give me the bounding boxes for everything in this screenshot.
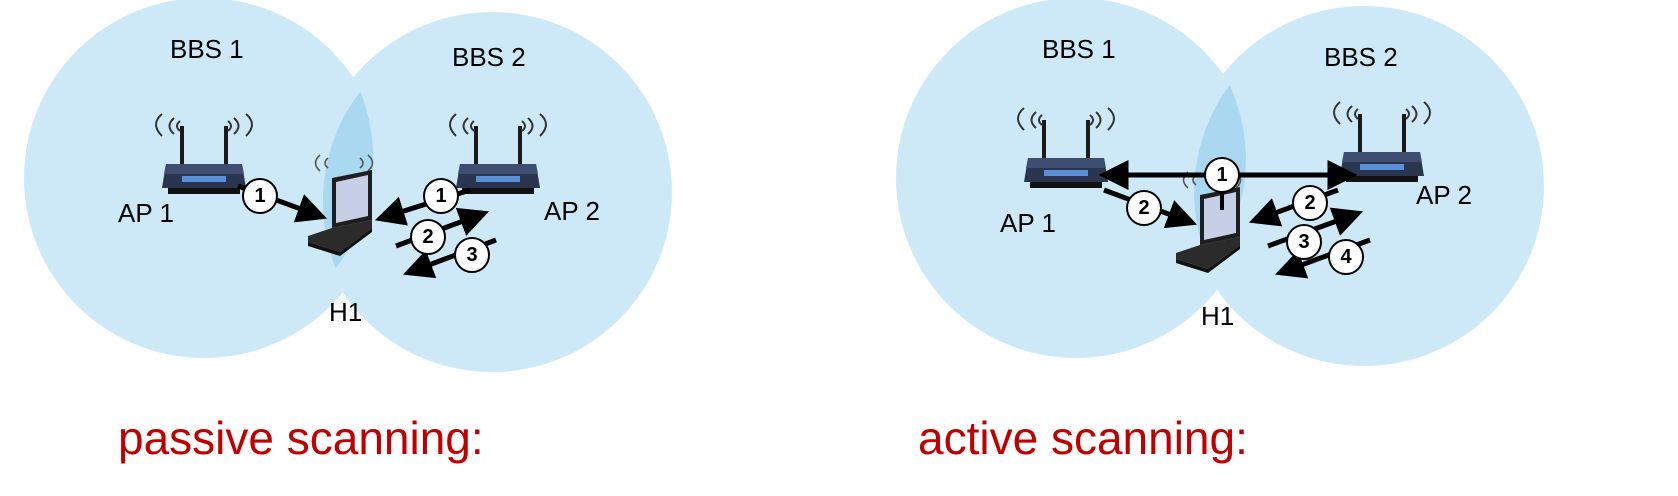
step-badge [1126, 190, 1162, 226]
step-number: 1 [1216, 164, 1227, 186]
step-badge [410, 219, 446, 255]
bss1-label: BBS 1 [1042, 34, 1116, 64]
step-number: 2 [1138, 197, 1149, 219]
step-badge [1328, 239, 1364, 275]
step-number: 2 [1304, 192, 1315, 214]
ap2-label: AP 2 [1416, 180, 1472, 210]
step-badge [423, 178, 459, 214]
host-label: H1 [329, 297, 362, 327]
step-number: 1 [435, 185, 446, 207]
step-badge [1292, 185, 1328, 221]
bss2-label: BBS 2 [1324, 42, 1398, 72]
bss2-label: BBS 2 [452, 42, 526, 72]
step-badge [454, 237, 490, 273]
step-number: 4 [1340, 246, 1352, 268]
step-badge [242, 178, 278, 214]
ap1-label: AP 1 [118, 198, 174, 228]
active-scanning-panel: BBS 1 BBS 2 AP 1 AP 2 H1 1 2 2 3 4 activ… [896, 0, 1544, 464]
passive-caption: passive scanning: [118, 412, 484, 464]
passive-scanning-panel: BBS 1 BBS 2 AP 1 AP 2 H1 1 1 2 3 passive… [24, 0, 672, 464]
step-badge [1286, 224, 1322, 260]
step-number: 3 [466, 244, 477, 266]
ap2-label: AP 2 [544, 196, 600, 226]
step-badge [1204, 157, 1240, 193]
bss2-coverage [1184, 6, 1544, 366]
bss1-label: BBS 1 [170, 34, 244, 64]
active-caption: active scanning: [918, 412, 1248, 464]
step-number: 1 [254, 185, 265, 207]
step-number: 2 [422, 226, 433, 248]
ap1-label: AP 1 [1000, 208, 1056, 238]
step-number: 3 [1298, 231, 1309, 253]
host-label: H1 [1201, 301, 1234, 331]
